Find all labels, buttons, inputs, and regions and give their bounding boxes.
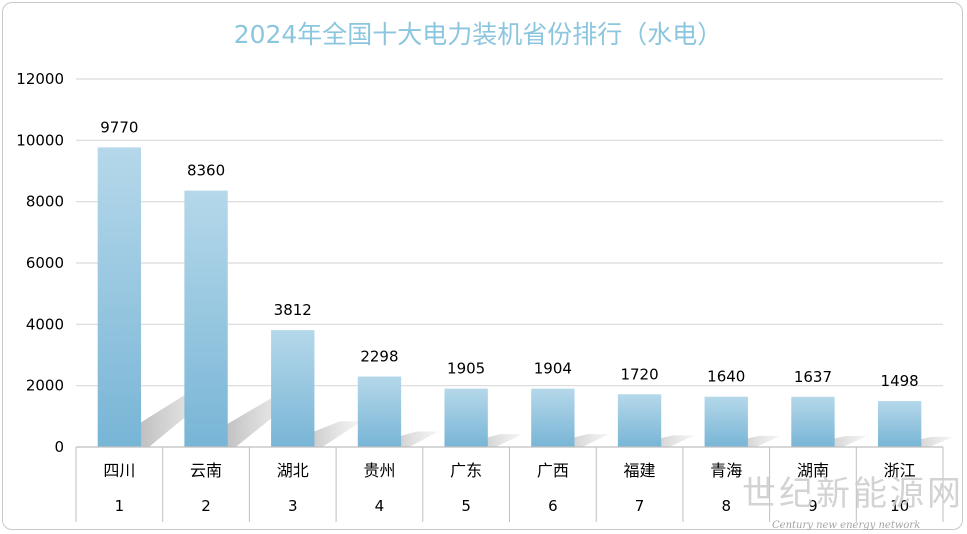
rank-label: 10 — [890, 497, 909, 515]
rank-label: 5 — [461, 497, 471, 515]
data-label: 2298 — [360, 348, 398, 366]
watermark: 世纪新能源网 Century new energy network — [742, 474, 964, 531]
y-tick-label: 2000 — [26, 377, 64, 395]
rank-label: 9 — [808, 497, 818, 515]
data-label: 8360 — [187, 162, 225, 180]
watermark-cn: 世纪新能源网 — [742, 474, 964, 514]
bar — [877, 401, 922, 447]
data-label: 1637 — [794, 368, 832, 386]
y-tick-label: 8000 — [26, 193, 64, 211]
y-tick-label: 6000 — [26, 254, 64, 272]
x-axis: 四川 1 云南 2 湖北 3 贵州 4 广东 5 广西 6 福建 7 青海 8 湖南 9 浙江 10 — [75, 446, 944, 522]
rank-label: 6 — [548, 497, 558, 515]
bar — [97, 147, 142, 448]
category-label: 湖南 — [797, 461, 829, 480]
bars — [97, 147, 922, 448]
category-label: 广西 — [537, 461, 569, 480]
rank-label: 3 — [288, 497, 298, 515]
data-label: 1640 — [707, 368, 745, 386]
data-label: 1905 — [447, 360, 485, 378]
data-label: 3812 — [274, 301, 312, 319]
category-label: 云南 — [190, 461, 222, 480]
chart-title: 2024年全国十大电力装机省份排行（水电） — [234, 20, 723, 49]
data-label: 1904 — [534, 360, 572, 378]
y-axis: 0 2000 4000 6000 8000 10000 12000 — [16, 70, 64, 456]
category-label: 广东 — [450, 461, 482, 480]
data-labels: 9770 8360 3812 2298 1905 1904 1720 1640 1637 1498 — [100, 118, 918, 390]
y-tick-label: 0 — [54, 438, 64, 456]
rank-label: 2 — [201, 497, 211, 515]
category-label: 浙江 — [884, 461, 916, 480]
rank-label: 8 — [721, 497, 731, 515]
data-label: 1720 — [620, 365, 658, 383]
category-label: 四川 — [103, 461, 135, 480]
y-tick-label: 12000 — [16, 70, 64, 88]
bar — [617, 394, 662, 447]
bar — [791, 396, 835, 447]
rank-label: 1 — [115, 497, 125, 515]
bar — [357, 376, 402, 447]
rank-label: 7 — [635, 497, 645, 515]
watermark-en: Century new energy network — [772, 520, 920, 531]
category-label: 湖北 — [277, 461, 309, 480]
bar — [531, 388, 575, 447]
category-label: 福建 — [624, 461, 656, 480]
y-tick-label: 10000 — [16, 131, 64, 149]
data-label: 9770 — [100, 118, 138, 136]
bar — [444, 388, 488, 447]
bar — [704, 396, 748, 447]
y-tick-label: 4000 — [26, 315, 64, 333]
data-label: 1498 — [881, 372, 919, 390]
category-label: 贵州 — [363, 461, 395, 480]
bar — [271, 330, 315, 447]
category-label: 青海 — [710, 461, 742, 480]
bar — [184, 190, 228, 448]
rank-label: 4 — [375, 497, 385, 515]
